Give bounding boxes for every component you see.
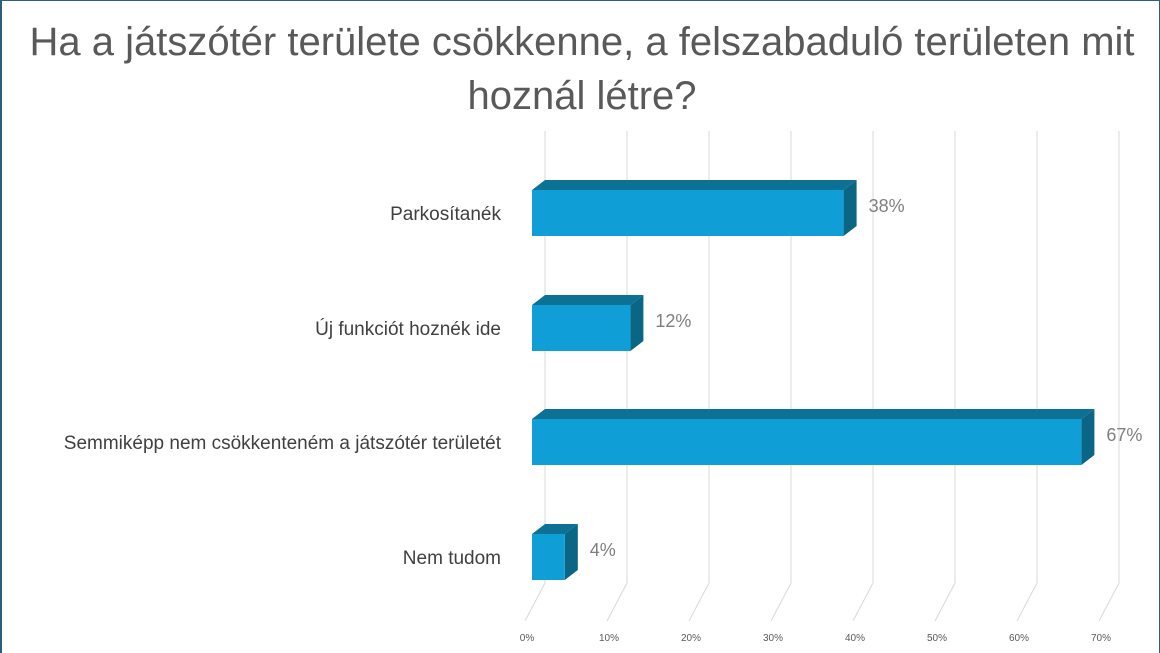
- bar-side: [564, 524, 578, 580]
- x-tick-label: 60%: [1009, 633, 1029, 644]
- category-label: Parkosítanék: [390, 204, 501, 225]
- x-tick-label: 0%: [520, 633, 535, 644]
- bar-top: [532, 180, 857, 190]
- x-tick-label: 10%: [599, 633, 619, 644]
- bar-top: [532, 524, 578, 534]
- bar-side: [630, 295, 644, 351]
- gridline-floor: [524, 582, 546, 622]
- gridline-floor: [1098, 582, 1120, 622]
- data-label: 4%: [590, 540, 616, 560]
- category-label: Nem tudom: [403, 548, 501, 569]
- x-tick-label: 50%: [927, 633, 947, 644]
- chart-title: Ha a játszótér területe csökkenne, a fel…: [29, 20, 1135, 118]
- x-tick-label: 30%: [763, 633, 783, 644]
- x-tick-label: 20%: [681, 633, 701, 644]
- category-label: Új funkciót hoznék ide: [315, 318, 501, 340]
- bar-side: [1081, 409, 1095, 465]
- bar: [532, 419, 1082, 465]
- category-label: Semmiképp nem csökkenteném a játszótér t…: [64, 433, 502, 454]
- bar: [532, 190, 844, 236]
- x-tick-label: 40%: [845, 633, 865, 644]
- bar-top: [532, 295, 644, 305]
- bar-top: [532, 409, 1095, 419]
- gridline-floor: [934, 582, 956, 622]
- bar: [532, 305, 631, 351]
- bar-side: [843, 180, 857, 236]
- gridline-floor: [852, 582, 874, 622]
- x-tick-label: 70%: [1091, 633, 1111, 644]
- gridline-floor: [1016, 582, 1038, 622]
- data-label: 38%: [869, 196, 905, 216]
- gridline-floor: [606, 582, 628, 622]
- data-label: 67%: [1106, 425, 1142, 445]
- gridline-floor: [688, 582, 710, 622]
- gridline-floor: [770, 582, 792, 622]
- bar: [532, 534, 565, 580]
- data-label: 12%: [655, 311, 691, 331]
